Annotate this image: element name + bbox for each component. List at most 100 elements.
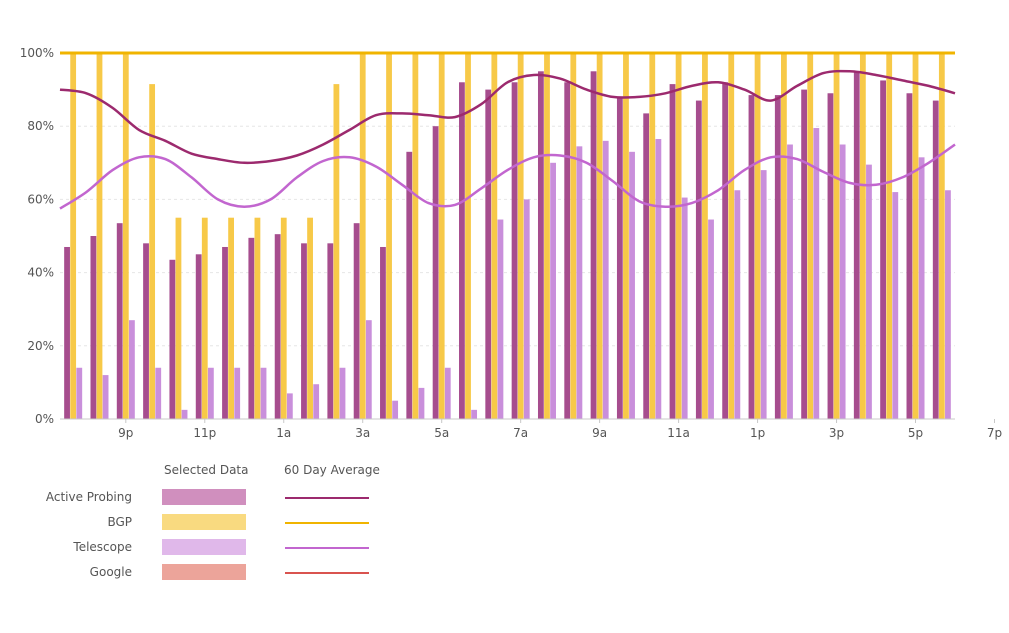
bar-telescope[interactable] (734, 190, 741, 419)
bar-telescope[interactable] (102, 375, 109, 419)
bar-telescope[interactable] (76, 367, 83, 419)
bar-active_probing[interactable] (564, 82, 571, 419)
bar-bgp[interactable] (438, 53, 445, 419)
bar-telescope[interactable] (181, 409, 188, 419)
bar-telescope[interactable] (681, 197, 688, 419)
bar-active_probing[interactable] (90, 236, 97, 419)
bar-telescope[interactable] (629, 151, 635, 419)
legend-row-telescope[interactable]: Telescope (0, 539, 420, 557)
bar-telescope[interactable] (286, 393, 293, 419)
legend-row-active-probing[interactable]: Active Probing (0, 489, 420, 507)
bar-active_probing[interactable] (774, 95, 781, 419)
bar-bgp[interactable] (359, 53, 366, 419)
bar-telescope[interactable] (945, 190, 951, 419)
bar-telescope[interactable] (787, 144, 793, 420)
bar-telescope[interactable] (576, 146, 583, 419)
legend-row-bgp[interactable]: BGP (0, 514, 420, 532)
bar-bgp[interactable] (754, 53, 761, 419)
bar-telescope[interactable] (339, 367, 346, 419)
bar-telescope[interactable] (760, 170, 767, 419)
bar-telescope[interactable] (655, 139, 662, 419)
bar-bgp[interactable] (465, 53, 471, 419)
bar-bgp[interactable] (544, 53, 550, 419)
bar-active_probing[interactable] (722, 82, 729, 419)
legend-average-line[interactable] (285, 572, 369, 574)
bar-active_probing[interactable] (353, 223, 360, 419)
bar-active_probing[interactable] (274, 234, 281, 419)
bar-bgp[interactable] (570, 53, 577, 419)
bar-bgp[interactable] (149, 84, 156, 420)
bar-bgp[interactable] (201, 217, 208, 419)
legend-swatch[interactable] (162, 514, 246, 530)
bar-bgp[interactable] (886, 53, 893, 419)
bar-active_probing[interactable] (669, 84, 676, 420)
bar-active_probing[interactable] (801, 89, 808, 419)
bar-active_probing[interactable] (116, 223, 123, 419)
legend-average-line[interactable] (285, 547, 369, 549)
legend-average-line[interactable] (285, 497, 369, 499)
bar-bgp[interactable] (254, 217, 261, 419)
bar-active_probing[interactable] (695, 100, 702, 419)
bar-active_probing[interactable] (248, 237, 255, 419)
bar-telescope[interactable] (892, 192, 899, 419)
legend-swatch[interactable] (162, 489, 246, 505)
bar-telescope[interactable] (155, 367, 162, 419)
bar-bgp[interactable] (675, 53, 682, 419)
bar-active_probing[interactable] (143, 243, 149, 419)
bar-bgp[interactable] (175, 217, 182, 419)
bar-bgp[interactable] (780, 53, 787, 419)
bar-bgp[interactable] (702, 53, 708, 419)
bar-telescope[interactable] (365, 320, 372, 419)
bar-telescope[interactable] (866, 164, 872, 419)
bar-bgp[interactable] (491, 53, 498, 419)
bar-bgp[interactable] (70, 53, 77, 419)
bar-active_probing[interactable] (590, 71, 597, 420)
bar-bgp[interactable] (280, 217, 287, 419)
bar-active_probing[interactable] (195, 254, 202, 419)
bar-bgp[interactable] (623, 53, 629, 419)
bar-telescope[interactable] (497, 219, 504, 419)
legend-swatch[interactable] (162, 539, 246, 555)
bar-telescope[interactable] (313, 384, 320, 419)
bar-telescope[interactable] (918, 157, 925, 419)
bar-telescope[interactable] (550, 162, 556, 420)
bar-active_probing[interactable] (406, 151, 413, 419)
bar-bgp[interactable] (517, 53, 524, 419)
bar-active_probing[interactable] (932, 100, 939, 419)
bar-telescope[interactable] (471, 409, 478, 419)
bar-bgp[interactable] (938, 53, 945, 419)
bar-bgp[interactable] (649, 53, 656, 419)
bar-active_probing[interactable] (748, 95, 755, 419)
bar-active_probing[interactable] (301, 243, 307, 419)
bar-telescope[interactable] (392, 400, 399, 419)
bar-active_probing[interactable] (485, 89, 492, 419)
legend-row-google[interactable]: Google (0, 564, 420, 582)
bar-telescope[interactable] (708, 219, 714, 419)
bar-active_probing[interactable] (64, 246, 70, 419)
bar-bgp[interactable] (859, 53, 866, 419)
bar-telescope[interactable] (260, 367, 267, 419)
bar-active_probing[interactable] (169, 259, 176, 419)
bar-telescope[interactable] (839, 144, 846, 420)
bar-telescope[interactable] (129, 320, 135, 419)
bar-active_probing[interactable] (380, 246, 386, 419)
average-line-telescope[interactable] (59, 143, 956, 210)
bar-active_probing[interactable] (880, 80, 886, 419)
bar-active_probing[interactable] (827, 93, 834, 419)
bar-bgp[interactable] (386, 53, 392, 419)
bar-active_probing[interactable] (459, 82, 465, 419)
bar-active_probing[interactable] (222, 246, 228, 419)
bar-active_probing[interactable] (643, 113, 650, 419)
legend-average-line[interactable] (285, 522, 369, 524)
bar-bgp[interactable] (833, 53, 840, 419)
bar-active_probing[interactable] (327, 243, 334, 419)
bar-active_probing[interactable] (537, 71, 544, 420)
bar-telescope[interactable] (234, 367, 241, 419)
bar-telescope[interactable] (444, 367, 451, 419)
bar-active_probing[interactable] (616, 96, 623, 420)
bar-telescope[interactable] (418, 387, 425, 419)
bar-active_probing[interactable] (432, 126, 439, 419)
bar-telescope[interactable] (813, 128, 820, 419)
bar-bgp[interactable] (728, 53, 735, 419)
bar-bgp[interactable] (307, 217, 313, 419)
